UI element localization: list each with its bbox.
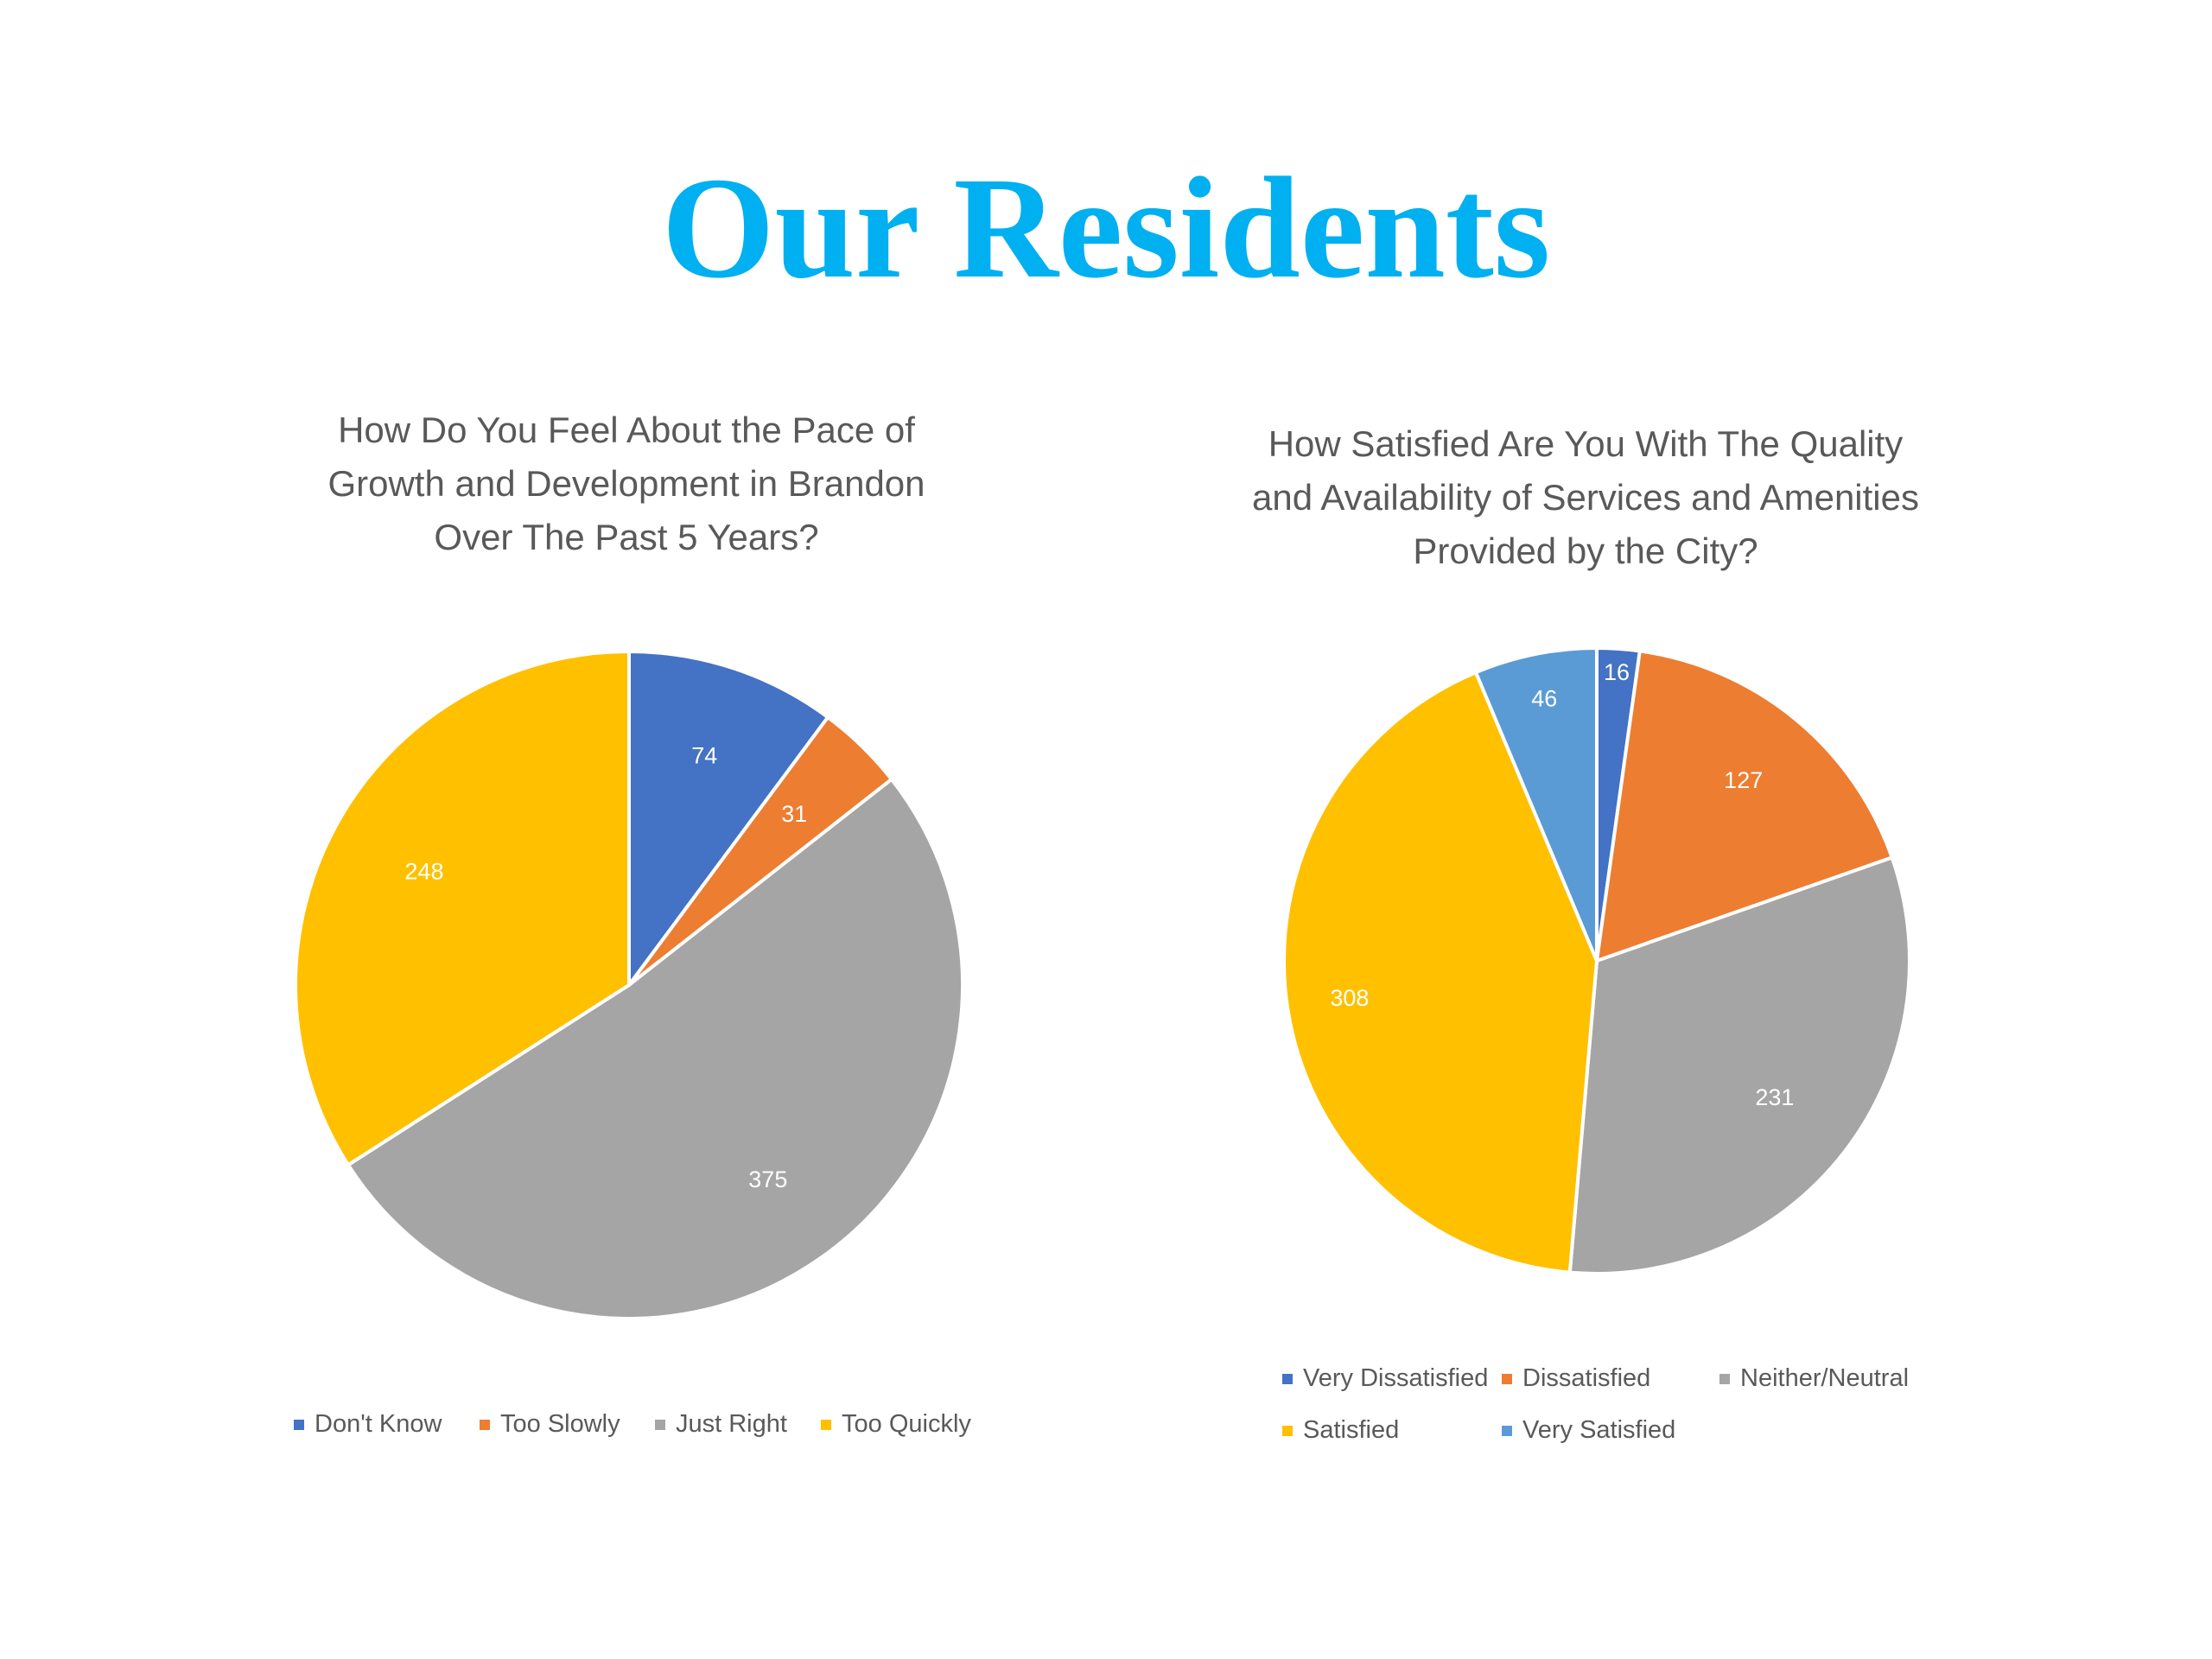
legend-swatch — [1719, 1373, 1730, 1384]
legend-label: Satisfied — [1303, 1416, 1400, 1444]
pie-slice-just-right — [346, 777, 964, 1320]
data-label-just-right: 375 — [748, 1166, 787, 1192]
chart-title-satisfaction: How Satisfied Are You With The Quality a… — [1252, 423, 1919, 571]
legend-label: Neither/Neutral — [1740, 1364, 1910, 1392]
data-label-neither-neutral: 231 — [1755, 1084, 1794, 1110]
legend-swatch — [821, 1419, 831, 1430]
legend-item-dissatisfied: Dissatisfied — [1502, 1364, 1650, 1393]
legend-item-too-slowly: Too Slowly — [480, 1410, 620, 1439]
legend-item-neither-neutral: Neither/Neutral — [1719, 1364, 1909, 1393]
legend-label: Too Slowly — [500, 1410, 620, 1438]
legend-item-satisfied: Satisfied — [1282, 1416, 1399, 1445]
legend-swatch — [655, 1419, 665, 1430]
legend-label: Just Right — [676, 1410, 787, 1438]
legend-item-too-quickly: Too Quickly — [821, 1410, 971, 1439]
legend-swatch — [1502, 1425, 1512, 1436]
data-label-very-satisfied: 46 — [1531, 685, 1557, 711]
pie-slice-too-quickly — [294, 649, 631, 1167]
pie-slice-neither-neutral — [1567, 855, 1911, 1275]
data-label-too-quickly: 248 — [404, 858, 443, 884]
pie-slice-dissatisfied — [1594, 649, 1895, 963]
pie-slice-very-satisfied — [1473, 645, 1599, 962]
data-label-dissatisfied: 127 — [1724, 767, 1763, 793]
slide-title: Our Residents — [661, 148, 1551, 308]
pie-slice-don-t-know — [627, 649, 830, 991]
legend-item-don-t-know: Don't Know — [294, 1410, 442, 1439]
legend-label: Very Dissatisfied — [1303, 1364, 1489, 1392]
legend-item-just-right: Just Right — [655, 1410, 787, 1439]
legend-swatch — [1282, 1373, 1293, 1384]
pie-slice-satisfied — [1282, 670, 1599, 1274]
legend-item-very-satisfied: Very Satisfied — [1502, 1416, 1675, 1445]
data-label-too-slowly: 31 — [781, 801, 807, 827]
legend-label: Don't Know — [315, 1410, 442, 1438]
legend-swatch — [1502, 1373, 1512, 1384]
data-label-very-dissatisfied: 16 — [1604, 659, 1630, 685]
legend-label: Too Quickly — [842, 1410, 971, 1438]
legend-label: Dissatisfied — [1522, 1364, 1651, 1392]
legend-item-very-dissatisfied: Very Dissatisfied — [1282, 1364, 1488, 1393]
legend-swatch — [294, 1419, 304, 1430]
legend-swatch — [1282, 1425, 1293, 1436]
legend-swatch — [480, 1419, 490, 1430]
legend-label: Very Satisfied — [1522, 1416, 1676, 1444]
chart-title-growth: How Do You Feel About the Pace of Growth… — [327, 410, 925, 557]
data-label-don-t-know: 74 — [691, 742, 717, 768]
data-label-satisfied: 308 — [1330, 985, 1369, 1011]
